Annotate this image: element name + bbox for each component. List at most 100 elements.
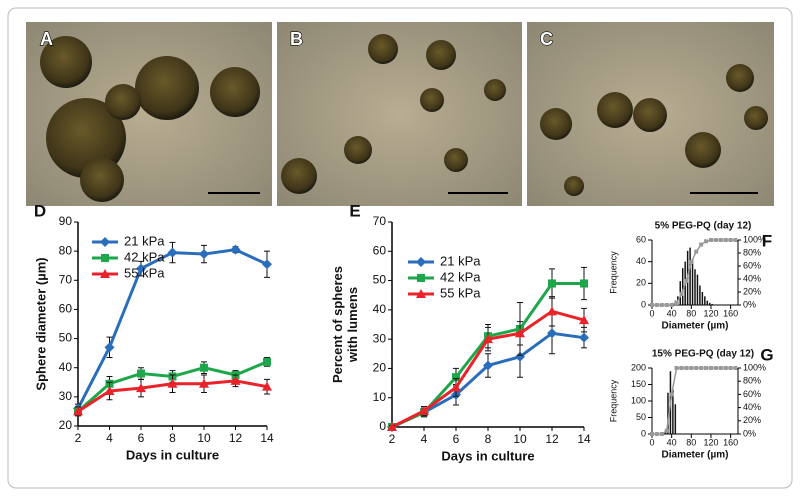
chart-title: 15% PEG-PQ (day 12)	[652, 349, 754, 360]
cumulative-marker	[659, 303, 664, 307]
cumulative-marker	[699, 366, 704, 370]
x-tick-label: 12	[229, 431, 243, 445]
photo-b	[277, 22, 522, 206]
marker	[579, 332, 589, 343]
frame	[7, 7, 793, 489]
cumulative-marker	[684, 366, 689, 370]
y-tick-label: 50	[636, 412, 646, 422]
cumulative-marker	[684, 278, 689, 283]
marker	[548, 279, 556, 288]
y-tick-label: 30	[373, 331, 387, 345]
y-tick-label: 70	[373, 214, 387, 228]
cumulative-marker	[659, 432, 664, 436]
y-tick-label: 10	[373, 390, 387, 404]
y-tick-label: 200	[631, 362, 646, 372]
y2-tick-label: 100%	[743, 234, 766, 244]
cumulative-marker	[650, 303, 654, 307]
y2-tick-label: 20%	[743, 286, 761, 296]
marker	[262, 381, 272, 391]
bar	[667, 392, 669, 434]
y2-tick-label: 80%	[743, 247, 761, 257]
x-tick-label: 12	[545, 432, 559, 446]
y-axis-label: Frequency	[608, 379, 618, 422]
y-tick-label: 90	[59, 214, 73, 228]
y2-tick-label: 20%	[743, 415, 761, 425]
marker	[387, 422, 397, 431]
panel-label: D	[34, 201, 46, 220]
cumulative-marker	[704, 366, 709, 370]
x-tick-label: 0	[649, 437, 654, 447]
x-tick-label: 120	[703, 437, 718, 447]
marker	[515, 351, 525, 362]
cumulative-marker	[650, 432, 654, 436]
cumulative-marker	[708, 238, 713, 242]
x-tick-label: 160	[723, 437, 738, 447]
legend-marker	[416, 257, 426, 267]
photo-label: B	[290, 29, 303, 49]
legend-marker	[101, 254, 109, 262]
marker	[452, 373, 460, 382]
y-tick-label: 60	[59, 302, 73, 316]
bar	[694, 269, 696, 305]
y-tick-label: 100	[631, 395, 646, 405]
legend-label: 55 kPa	[440, 285, 481, 300]
marker	[230, 375, 241, 385]
cumulative-marker	[664, 303, 669, 307]
legend-marker	[100, 237, 110, 247]
cumulative-marker	[728, 238, 733, 242]
x-tick-label: 0	[649, 308, 654, 318]
legend-marker	[100, 269, 110, 278]
bar	[704, 296, 706, 305]
cumulative-marker	[713, 238, 718, 242]
marker	[580, 279, 588, 288]
y-tick-label: 0	[641, 428, 646, 438]
bar	[672, 389, 674, 434]
bar	[681, 268, 684, 305]
x-tick-label: 2	[75, 431, 82, 445]
cumulative-marker	[694, 249, 699, 254]
marker	[483, 334, 493, 344]
x-tick-label: 8	[485, 432, 492, 446]
y2-tick-label: 100%	[743, 362, 766, 372]
legend-label: 21 kPa	[440, 253, 481, 268]
bar	[699, 285, 701, 305]
y-tick-label: 50	[59, 331, 73, 345]
marker	[199, 378, 209, 388]
y-tick-label: 150	[631, 379, 646, 389]
y-axis-label: Percent of spheres	[330, 266, 345, 383]
cumulative-marker	[728, 366, 733, 370]
cumulative-marker	[674, 366, 679, 370]
cumulative-marker	[654, 432, 659, 436]
marker	[451, 382, 461, 392]
legend-label: 42 kPa	[124, 249, 165, 264]
x-tick-label: 160	[723, 308, 738, 318]
marker	[104, 386, 115, 396]
cumulative-marker	[713, 366, 718, 370]
marker	[579, 315, 589, 325]
cumulative-marker	[723, 366, 728, 370]
x-tick-label: 8	[169, 431, 176, 445]
legend-label: 42 kPa	[440, 269, 481, 284]
x-axis-label: Diameter (µm)	[662, 450, 729, 461]
cumulative-marker	[723, 238, 728, 242]
cumulative-marker	[704, 239, 709, 244]
bar	[689, 247, 691, 305]
bar	[711, 303, 713, 305]
y2-tick-label: 40%	[743, 402, 761, 412]
marker	[199, 249, 209, 260]
y-axis-label: Sphere diameter (µm)	[33, 257, 48, 390]
y2-tick-label: 0%	[743, 428, 756, 438]
cumulative-line	[652, 367, 736, 435]
y-tick-label: 20	[373, 361, 387, 375]
cumulative-marker	[699, 242, 704, 247]
x-tick-label: 120	[703, 308, 718, 318]
bar	[709, 302, 711, 305]
y2-tick-label: 0%	[743, 299, 756, 309]
bar	[664, 432, 667, 434]
panel-label: G	[760, 345, 773, 364]
bar	[691, 259, 694, 305]
cumulative-marker	[689, 366, 694, 370]
y-tick-label: 40	[636, 256, 646, 266]
y-tick-label: 40	[373, 302, 387, 316]
